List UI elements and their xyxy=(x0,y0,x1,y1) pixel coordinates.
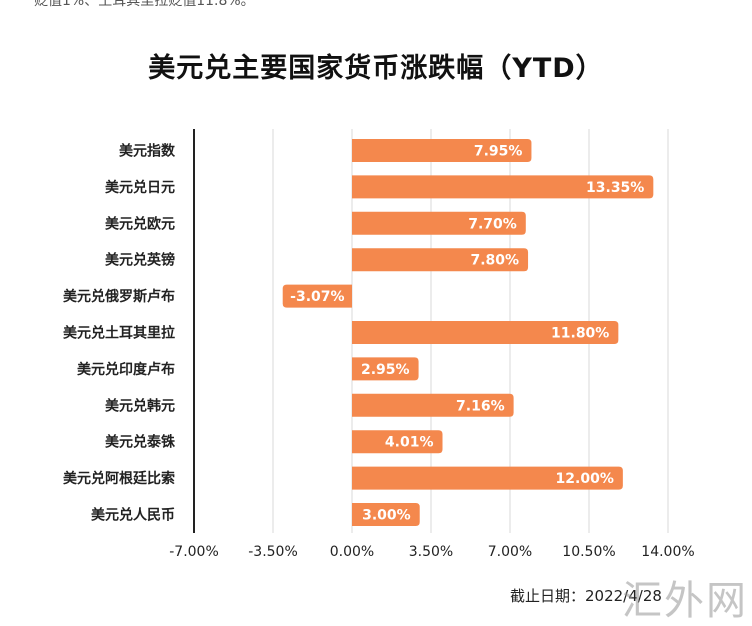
category-label: 美元兑日元 xyxy=(105,179,175,196)
bar xyxy=(352,321,619,344)
chart-title: 美元兑主要国家货币涨跌幅（YTD） xyxy=(148,53,604,84)
watermark-logo: 汇外网 xyxy=(622,578,748,624)
category-label: 美元兑俄罗斯卢布 xyxy=(63,288,175,305)
data-label: 13.35% xyxy=(586,180,644,196)
bar xyxy=(352,466,623,490)
data-label: 3.00% xyxy=(362,508,411,524)
x-tick-label: 3.50% xyxy=(409,544,453,560)
category-label: 美元兑土耳其里拉 xyxy=(63,325,175,342)
x-tick-label: -3.50% xyxy=(248,544,298,560)
category-labels: 美元指数美元兑日元美元兑欧元美元兑英镑美元兑俄罗斯卢布美元兑土耳其里拉美元兑印度… xyxy=(63,143,176,524)
x-tick-label: -7.00% xyxy=(169,544,219,560)
x-tick-label: 0.00% xyxy=(330,544,374,560)
bar xyxy=(282,284,352,308)
data-label: 7.70% xyxy=(468,216,517,232)
data-label: 12.00% xyxy=(556,471,614,487)
data-label: 11.80% xyxy=(551,326,609,342)
data-label: 4.01% xyxy=(385,435,434,451)
category-label: 美元兑阿根廷比索 xyxy=(63,470,175,487)
bar xyxy=(352,393,514,417)
category-label: 美元兑人民币 xyxy=(91,507,175,524)
category-label: 美元兑英镑 xyxy=(105,252,175,269)
category-label: 美元兑欧元 xyxy=(105,215,175,232)
data-label: 7.16% xyxy=(456,398,505,414)
bar xyxy=(352,357,419,381)
bars: 7.95% 13.35% 7.70% 7.80% -3.07% 11.80% 2.95% 7.… xyxy=(282,139,654,526)
bar xyxy=(352,139,532,162)
bar xyxy=(352,248,529,272)
x-tick-labels: -7.00% -3.50% 0.00% 3.50% 7.00% 10.50% 14.00% xyxy=(169,544,694,560)
data-label: 2.95% xyxy=(361,362,410,378)
data-label: 7.80% xyxy=(470,253,519,269)
x-tick-label: 7.00% xyxy=(488,544,532,560)
category-label: 美元兑泰铢 xyxy=(105,434,176,451)
bar xyxy=(352,175,654,199)
data-label: 7.95% xyxy=(474,144,523,160)
bar xyxy=(352,503,420,526)
bar xyxy=(352,211,526,235)
x-tick-label: 10.50% xyxy=(562,544,615,560)
bar xyxy=(352,430,443,454)
date-label: 截止日期：2022/4/28 xyxy=(510,587,662,605)
category-label: 美元指数 xyxy=(119,143,176,160)
category-label: 美元兑印度卢布 xyxy=(77,361,175,378)
x-tick-label: 14.00% xyxy=(641,544,694,560)
intro-text-cropped: 贬值1%、土耳其里拉贬值11.8%。 xyxy=(34,0,255,9)
category-label: 美元兑韩元 xyxy=(105,397,175,414)
data-label: -3.07% xyxy=(290,289,344,305)
